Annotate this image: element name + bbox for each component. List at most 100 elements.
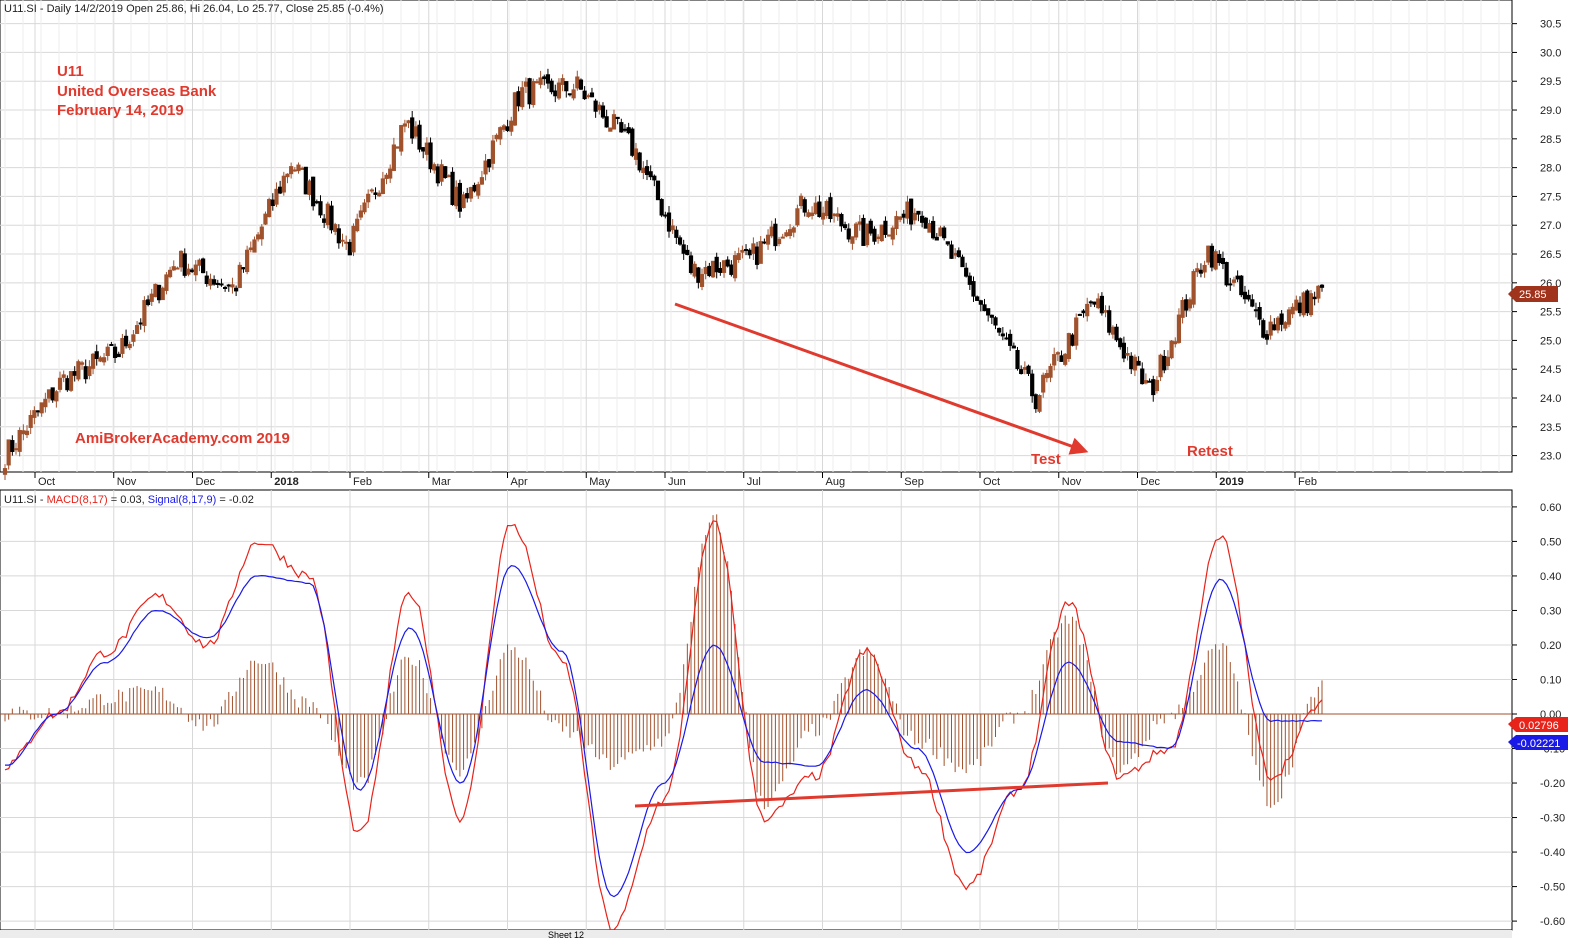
candle-body xyxy=(307,180,312,195)
candle xyxy=(1063,352,1068,367)
candle xyxy=(512,91,518,127)
candle xyxy=(201,257,206,274)
title-ticker: U11 xyxy=(57,63,84,80)
candle-body xyxy=(648,171,653,178)
candle-body xyxy=(677,237,683,245)
candle-body xyxy=(1290,306,1295,315)
candle xyxy=(1118,337,1123,350)
candle xyxy=(1026,364,1031,377)
candle-body xyxy=(245,249,250,273)
candle-body xyxy=(909,198,914,225)
candle-body xyxy=(406,120,411,124)
candle-body xyxy=(98,357,103,362)
candle xyxy=(898,216,903,223)
candle xyxy=(956,247,961,258)
candle-body xyxy=(758,241,763,264)
candle xyxy=(90,352,96,375)
candle-body xyxy=(670,225,675,231)
candle xyxy=(274,182,279,207)
candle-body xyxy=(134,325,140,334)
candle-body xyxy=(1180,300,1185,318)
candle xyxy=(303,166,308,195)
candle-body xyxy=(490,140,496,164)
candle xyxy=(417,120,422,153)
candle xyxy=(982,298,987,312)
candle-body xyxy=(1224,262,1229,286)
signal-line xyxy=(5,565,1323,898)
candle-body xyxy=(285,173,290,178)
candle xyxy=(1209,243,1215,272)
candle-body xyxy=(10,440,15,452)
candle xyxy=(336,224,341,249)
candle xyxy=(644,159,650,181)
candlesticks xyxy=(2,68,1325,481)
candle-body xyxy=(457,182,462,212)
macd-lines xyxy=(4,520,1323,931)
candle-body xyxy=(567,93,573,96)
candle-body xyxy=(461,194,466,209)
month-label: Aug xyxy=(826,476,846,488)
candle xyxy=(549,78,554,95)
candle xyxy=(259,224,264,246)
candle xyxy=(538,70,543,89)
candle-body xyxy=(208,278,213,286)
candle xyxy=(167,266,173,279)
candle-body xyxy=(956,250,961,258)
candle-body xyxy=(230,284,235,288)
candle xyxy=(604,109,609,128)
candle-body xyxy=(13,448,19,451)
candle-body xyxy=(516,91,521,107)
candle-body xyxy=(920,215,925,223)
candle-body xyxy=(1239,275,1244,296)
candle-body xyxy=(912,212,917,221)
candle-body xyxy=(281,175,286,193)
candle-body xyxy=(1187,299,1193,309)
month-label: Oct xyxy=(38,476,55,488)
candle-body xyxy=(318,201,323,216)
candle xyxy=(865,223,870,248)
candle-body xyxy=(241,267,246,270)
candle-body xyxy=(197,259,202,266)
candle-body xyxy=(333,224,338,232)
candle-body xyxy=(39,402,44,414)
candle xyxy=(1301,291,1306,318)
candle xyxy=(578,78,584,90)
candle-body xyxy=(582,90,587,100)
candle xyxy=(1125,346,1130,361)
candle-body xyxy=(476,184,481,196)
candle-body xyxy=(6,439,11,466)
candle-body xyxy=(413,126,418,137)
candle xyxy=(1231,276,1237,287)
candle xyxy=(61,370,66,383)
candle-body xyxy=(351,225,356,253)
candle-body xyxy=(542,76,547,80)
candle-body xyxy=(1052,354,1057,366)
candle xyxy=(311,176,316,211)
candle-body xyxy=(336,228,341,244)
candle-body xyxy=(417,124,422,150)
candle xyxy=(1055,351,1060,362)
candle xyxy=(450,167,455,206)
candle-body xyxy=(1037,395,1042,412)
candle-body xyxy=(765,234,771,245)
month-label: May xyxy=(589,476,610,488)
candle-body xyxy=(112,346,118,358)
candle-body xyxy=(1044,373,1049,379)
candle xyxy=(520,81,525,110)
candle xyxy=(237,262,242,289)
candle-body xyxy=(1081,310,1086,314)
sheet-tab-active[interactable]: Sheet 12 xyxy=(548,930,584,938)
candle-body xyxy=(1268,321,1273,336)
candle xyxy=(964,262,969,278)
candle xyxy=(340,233,345,247)
month-label: Feb xyxy=(353,476,372,488)
month-label: 2019 xyxy=(1219,476,1243,488)
month-label: Jul xyxy=(747,476,761,488)
last-price-label: 25.85 xyxy=(1519,289,1547,301)
candle-body xyxy=(820,212,826,220)
candle-body xyxy=(292,169,297,172)
title-company: United Overseas Bank xyxy=(57,83,217,100)
candle-body xyxy=(619,122,624,133)
candle-body xyxy=(1253,309,1259,312)
month-label: Oct xyxy=(983,476,1000,488)
